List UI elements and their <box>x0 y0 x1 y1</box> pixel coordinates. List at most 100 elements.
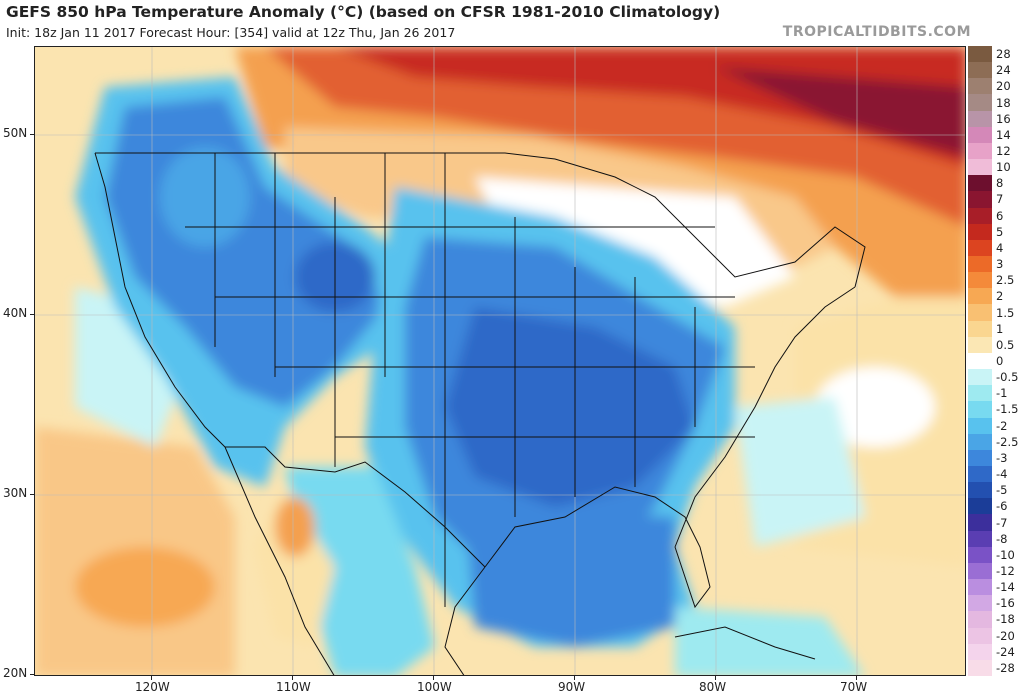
colorbar-level-label: 4 <box>996 240 1004 255</box>
colorbar-swatch <box>968 385 992 402</box>
longitude-tick <box>433 676 434 680</box>
colorbar-level-label: -16 <box>996 596 1015 611</box>
latitude-tick <box>30 314 34 315</box>
colorbar-swatch <box>968 595 992 612</box>
latitude-label: 50N <box>3 126 28 140</box>
longitude-tick <box>292 676 293 680</box>
colorbar-swatch <box>968 401 992 419</box>
colorbar-swatch <box>968 562 992 580</box>
colorbar-swatch <box>968 256 992 273</box>
longitude-label: 80W <box>699 680 727 694</box>
longitude-tick <box>856 676 857 680</box>
latitude-label: 20N <box>3 666 28 680</box>
colorbar-level-label: 7 <box>996 192 1004 207</box>
colorbar-level-label: -12 <box>996 564 1015 578</box>
colorbar-level-label: 3 <box>996 257 1004 272</box>
colorbar-swatch <box>968 498 992 515</box>
colorbar-level-label: 1.5 <box>996 305 1015 320</box>
colorbar-swatch <box>968 530 992 548</box>
colorbar-swatch <box>968 433 992 451</box>
longitude-label: 110W <box>276 680 311 694</box>
colorbar-level-label: 16 <box>996 111 1011 126</box>
colorbar-swatch <box>968 627 992 645</box>
colorbar-level-label: -5 <box>996 483 1008 498</box>
colorbar-level-label: -1 <box>996 386 1008 401</box>
colorbar-level-label: -0.5 <box>996 370 1019 385</box>
colorbar-level-label: -8 <box>996 531 1008 546</box>
colorbar-level-label: -28 <box>996 660 1015 675</box>
map-title: GEFS 850 hPa Temperature Anomaly (°C) (b… <box>6 3 721 21</box>
colorbar-level-label: 2 <box>996 289 1004 304</box>
colorbar-swatch <box>968 207 992 225</box>
latitude-tick <box>30 494 34 495</box>
colorbar-level-label: -18 <box>996 612 1015 627</box>
colorbar-level-label: -4 <box>996 467 1008 482</box>
colorbar-swatch <box>968 659 992 677</box>
colorbar-swatch <box>968 304 992 322</box>
anomaly-field <box>35 47 965 675</box>
latitude-label: 30N <box>3 486 28 500</box>
forecast-info: Init: 18z Jan 11 2017 Forecast Hour: [35… <box>6 25 456 40</box>
longitude-label: 120W <box>135 680 170 694</box>
colorbar-swatch <box>968 611 992 629</box>
colorbar-level-label: -24 <box>996 644 1015 659</box>
colorbar <box>968 46 992 677</box>
colorbar-level-label: -2 <box>996 418 1008 433</box>
colorbar-level-label: 12 <box>996 144 1011 158</box>
colorbar-swatch <box>968 514 992 532</box>
colorbar-swatch <box>968 320 992 338</box>
longitude-tick <box>574 676 575 680</box>
colorbar-level-label: -6 <box>996 499 1008 514</box>
colorbar-swatch <box>968 579 992 596</box>
colorbar-level-label: 24 <box>996 63 1011 78</box>
colorbar-swatch <box>968 159 992 176</box>
longitude-tick <box>151 676 152 680</box>
colorbar-swatch <box>968 369 992 386</box>
anomaly-map <box>34 46 966 676</box>
colorbar-level-label: -2.5 <box>996 434 1019 449</box>
colorbar-swatch <box>968 288 992 305</box>
colorbar-level-label: 20 <box>996 79 1011 94</box>
colorbar-level-label: -3 <box>996 450 1008 465</box>
colorbar-level-label: -20 <box>996 628 1015 643</box>
colorbar-swatch <box>968 110 992 128</box>
colorbar-level-label: 10 <box>996 160 1011 175</box>
longitude-tick <box>715 676 716 680</box>
colorbar-swatch <box>968 449 992 467</box>
colorbar-swatch <box>968 78 992 95</box>
colorbar-level-label: 5 <box>996 224 1004 239</box>
colorbar-level-label: 2.5 <box>996 273 1015 288</box>
colorbar-swatch <box>968 62 992 79</box>
brand-watermark: TROPICALTIDBITS.COM <box>782 24 971 40</box>
colorbar-swatch <box>968 94 992 112</box>
colorbar-level-label: 28 <box>996 47 1011 62</box>
longitude-label: 90W <box>558 680 586 694</box>
colorbar-level-label: 1 <box>996 321 1004 336</box>
colorbar-swatch <box>968 223 992 241</box>
latitude-label: 40N <box>3 306 28 320</box>
colorbar-swatch <box>968 272 992 289</box>
colorbar-swatch <box>968 482 992 499</box>
colorbar-swatch <box>968 191 992 209</box>
colorbar-level-label: -1.5 <box>996 402 1019 417</box>
colorbar-swatch <box>968 46 992 63</box>
colorbar-swatch <box>968 126 992 144</box>
colorbar-level-label: 0 <box>996 354 1004 368</box>
colorbar-swatch <box>968 336 992 354</box>
colorbar-level-label: 0.5 <box>996 337 1015 352</box>
boundaries <box>94 152 866 675</box>
colorbar-level-label: 6 <box>996 208 1004 223</box>
colorbar-level-label: 14 <box>996 127 1011 142</box>
longitude-label: 100W <box>417 680 452 694</box>
colorbar-level-label: -14 <box>996 580 1015 595</box>
longitude-label: 70W <box>840 680 868 694</box>
colorbar-swatch <box>968 142 992 160</box>
colorbar-swatch <box>968 643 992 661</box>
latitude-tick <box>30 134 34 135</box>
colorbar-level-label: 18 <box>996 95 1011 110</box>
colorbar-level-label: -7 <box>996 515 1008 530</box>
colorbar-level-label: -10 <box>996 547 1015 562</box>
colorbar-swatch <box>968 546 992 564</box>
colorbar-swatch <box>968 239 992 257</box>
colorbar-swatch <box>968 466 992 483</box>
